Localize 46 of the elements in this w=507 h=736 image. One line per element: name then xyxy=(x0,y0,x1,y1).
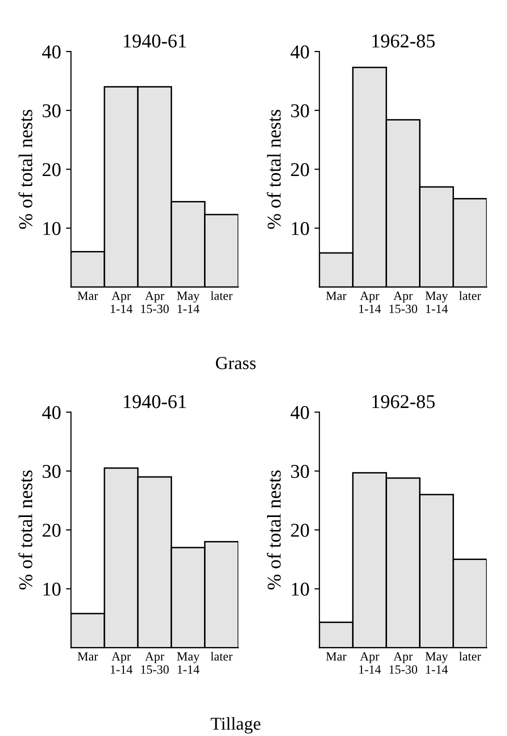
y-axis-title: % of total nests xyxy=(266,470,281,590)
y-tick-label: 10 xyxy=(44,222,61,236)
chart-title: 1940-61 xyxy=(124,395,186,408)
x-tick-label: May 1-14 xyxy=(177,292,200,313)
y-tick-label: 30 xyxy=(42,104,61,118)
y-tick-label: 20 xyxy=(291,163,309,176)
x-tick-label: Mar xyxy=(326,652,346,661)
x-tick-label: May 1-14 xyxy=(425,292,448,313)
y-tick-label: 20 xyxy=(42,524,61,537)
chart-title: 1962-85 xyxy=(372,34,435,48)
x-tick-label: Apr 15-30 xyxy=(390,652,418,674)
y-tick-label: 10 xyxy=(44,582,61,596)
x-tick-label: Mar xyxy=(78,292,98,300)
y-tick-label: 20 xyxy=(42,163,61,176)
x-tick-label: Apr 15-30 xyxy=(141,292,169,314)
x-tick-label: Apr 1-14 xyxy=(110,652,132,674)
x-tick-label: Mar xyxy=(326,292,346,300)
x-tick-label: Apr 1-14 xyxy=(359,292,381,313)
x-tick-label: later xyxy=(459,652,481,661)
chart-title: 1962-85 xyxy=(372,395,435,408)
text: Tillage xyxy=(210,717,260,734)
x-tick-label: Apr 15-30 xyxy=(141,652,169,674)
y-tick-label: 30 xyxy=(42,464,61,478)
y-tick-label: 30 xyxy=(291,104,309,118)
x-tick-label: Apr 1-14 xyxy=(359,652,381,674)
x-tick-label: May 1-14 xyxy=(425,652,448,674)
y-axis-title: % of total nests xyxy=(266,110,281,229)
y-tick-label: 10 xyxy=(292,222,309,236)
x-tick-label: Apr 15-30 xyxy=(390,292,418,314)
y-tick-label: 40 xyxy=(42,45,61,58)
y-axis-title: % of total nests xyxy=(18,110,32,229)
x-tick-label: later xyxy=(210,652,233,661)
y-tick-label: 40 xyxy=(290,406,309,420)
chart-title: 1940-61 xyxy=(124,34,186,48)
x-tick-label: later xyxy=(210,291,233,300)
x-tick-label: Apr 1-14 xyxy=(110,292,132,313)
y-axis-title: % of total nests xyxy=(18,470,32,590)
y-tick-label: 20 xyxy=(291,524,309,537)
y-tick-label: 30 xyxy=(291,464,309,478)
y-tick-label: 40 xyxy=(42,406,61,420)
text: Grass xyxy=(216,357,256,370)
x-tick-label: Mar xyxy=(78,652,98,661)
y-tick-label: 40 xyxy=(290,45,309,58)
x-tick-label: later xyxy=(459,291,481,300)
x-tick-label: May 1-14 xyxy=(177,652,200,674)
y-tick-label: 10 xyxy=(292,582,309,596)
